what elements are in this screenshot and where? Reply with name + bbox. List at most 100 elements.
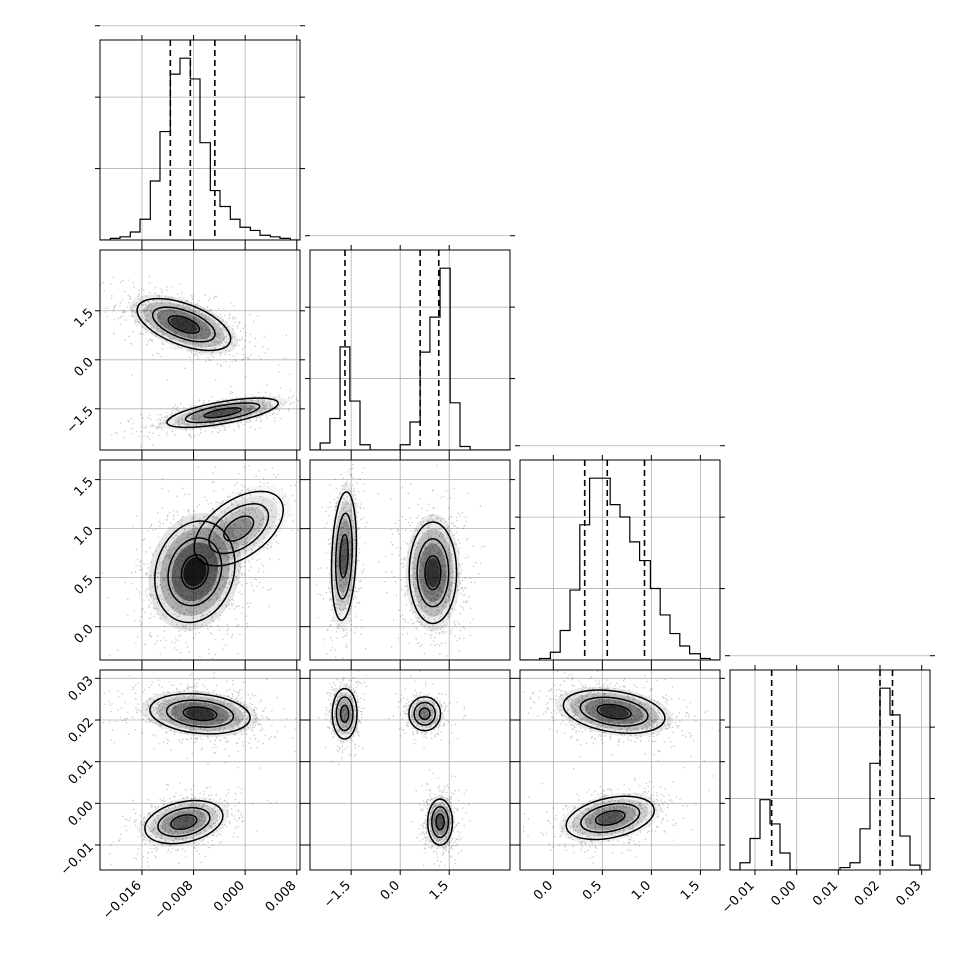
- x-tick-label: −1.5: [321, 878, 354, 911]
- panel-frame: [729, 669, 931, 871]
- x-tick-label: 1.5: [678, 878, 703, 903]
- contour-line: [165, 699, 235, 728]
- contour-line: [151, 306, 216, 343]
- density-fill: [432, 808, 448, 836]
- contour-line: [203, 407, 242, 419]
- contour-line: [413, 701, 436, 726]
- contour-line: [424, 555, 442, 591]
- y-tick-label: 1.5: [71, 306, 96, 331]
- contour-line: [208, 503, 270, 555]
- contour-line: [408, 521, 458, 625]
- density-fill: [170, 316, 198, 333]
- contour-line: [166, 397, 279, 429]
- density-fill: [161, 809, 207, 835]
- density-fill: [599, 705, 629, 718]
- panel-frame: [309, 459, 511, 661]
- scatter-points: [100, 672, 297, 870]
- y-tick-label: 0.02: [66, 715, 97, 746]
- y-tick-label: −1.5: [64, 404, 97, 437]
- contour-line: [334, 512, 354, 600]
- y-tick-label: 0.5: [71, 573, 96, 598]
- density-panel-3-0: [100, 672, 297, 870]
- density-fill: [150, 803, 218, 841]
- density-fill: [183, 557, 207, 587]
- panel-frame: [99, 39, 301, 241]
- density-panel-2-0: [101, 465, 300, 660]
- y-tick-label: 1.0: [71, 524, 96, 549]
- y-tick-label: 0.0: [71, 622, 96, 647]
- contour-line: [136, 297, 232, 352]
- histogram-step: [520, 477, 720, 660]
- contour-line: [562, 689, 666, 734]
- density-fill: [425, 795, 455, 849]
- density-fill: [329, 481, 359, 631]
- density-fill: [333, 691, 356, 736]
- contour-line: [579, 696, 649, 727]
- density-fill: [571, 799, 649, 837]
- density-fill: [340, 537, 348, 575]
- density-panel-1-0: [100, 276, 299, 448]
- contour-line: [193, 490, 284, 567]
- x-tick-label: 0.008: [263, 878, 300, 915]
- y-tick-label: 0.03: [66, 673, 97, 704]
- contour-line: [180, 554, 209, 590]
- contour-line: [223, 515, 255, 542]
- contour-line: [335, 696, 354, 732]
- y-tick-label: 0.00: [66, 798, 97, 829]
- x-tick-label: 0.02: [852, 878, 883, 909]
- contour-line: [416, 538, 450, 608]
- panel-frame: [519, 669, 721, 871]
- density-fill: [337, 699, 352, 729]
- histogram-3: [730, 670, 930, 870]
- contour-line: [331, 687, 358, 740]
- density-panel-3-1: [318, 670, 471, 870]
- panel-frame: [309, 669, 511, 871]
- panel-axes-3-3: −0.01 0.00 0.01 0.02 0.03: [719, 655, 935, 917]
- contour-line: [594, 809, 626, 826]
- panel-frame: [519, 459, 721, 661]
- histogram-0: [100, 40, 300, 240]
- density-fill: [206, 408, 239, 417]
- x-tick-label: −0.008: [152, 878, 197, 923]
- density-fill: [415, 703, 434, 724]
- contour-line: [330, 491, 358, 622]
- scatter-points: [100, 276, 299, 448]
- x-tick-label: 0.0: [531, 878, 556, 903]
- density-fill: [341, 706, 349, 722]
- density-panel-3-2: [522, 670, 720, 864]
- x-tick-label: −0.016: [100, 878, 145, 923]
- y-tick-label: 0.01: [66, 757, 97, 788]
- density-fill: [330, 684, 360, 743]
- density-fill: [158, 395, 288, 430]
- density-fill: [200, 496, 278, 561]
- histogram-step: [310, 267, 510, 450]
- density-fill: [597, 811, 623, 825]
- contour-line: [435, 813, 445, 831]
- panel-axes-0-0: [95, 25, 305, 245]
- contour-line: [170, 814, 198, 831]
- contour-line: [596, 703, 632, 720]
- x-tick-label: 0.5: [580, 878, 605, 903]
- contour-line: [154, 520, 236, 624]
- density-fill: [410, 699, 439, 729]
- contour-line: [149, 692, 251, 735]
- scatter-points: [522, 670, 720, 864]
- y-tick-label: 0.0: [71, 355, 96, 380]
- contour-line: [184, 402, 261, 424]
- density-fill: [429, 802, 451, 843]
- y-tick-label: 1.5: [71, 475, 96, 500]
- density-fill: [174, 399, 271, 426]
- panel-frame: [99, 249, 301, 451]
- histogram-step: [730, 687, 930, 870]
- panel-axes-1-1: [305, 235, 515, 455]
- contour-line: [167, 537, 223, 607]
- contour-line: [426, 798, 454, 846]
- panel-frame: [99, 459, 301, 661]
- histogram-1: [310, 250, 510, 450]
- contour-line: [339, 533, 349, 579]
- density-fill: [420, 708, 430, 719]
- histogram-2: [520, 460, 720, 660]
- density-fill: [426, 558, 440, 588]
- x-tick-label: 0.03: [893, 878, 924, 909]
- contour-line: [431, 805, 450, 839]
